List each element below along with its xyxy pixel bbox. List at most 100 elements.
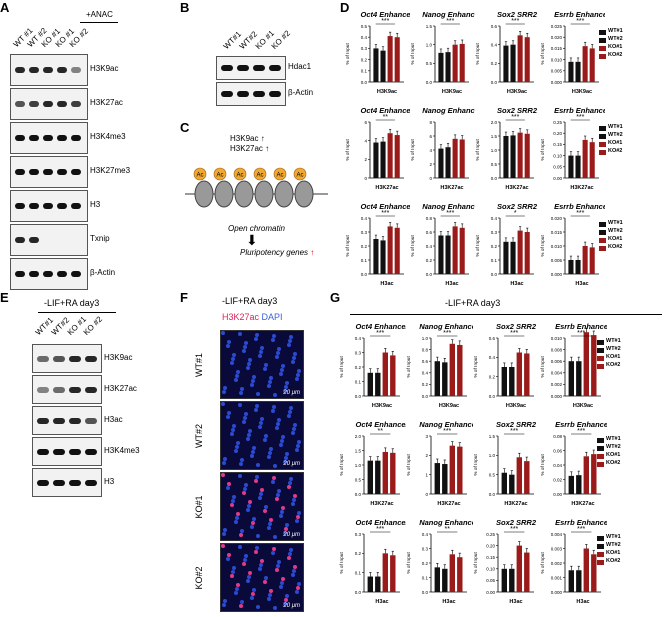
band xyxy=(53,355,65,362)
y-tick-label: 0.8 xyxy=(426,216,433,221)
nucleus-dot xyxy=(275,355,279,359)
nucleus-dot xyxy=(287,414,291,418)
legend-swatch xyxy=(599,134,606,139)
nucleus-dot xyxy=(256,605,260,609)
bar xyxy=(387,133,393,178)
chart: Sox2 SRR2 0.0 0.5 1.0 1.5 % of Input H3K27ac **… xyxy=(472,418,540,508)
bar xyxy=(373,142,379,178)
bar xyxy=(438,52,444,82)
band xyxy=(53,386,65,393)
band xyxy=(253,65,265,71)
nucleus-dot xyxy=(283,531,287,535)
y-tick-label: 6 xyxy=(429,134,432,139)
sig-stars: *** xyxy=(510,330,518,337)
nucleus-dot xyxy=(248,571,252,575)
blot-label: β-Actin xyxy=(90,268,116,277)
nucleus-dot xyxy=(272,547,276,551)
bar xyxy=(582,46,588,82)
nucleus-dot xyxy=(291,573,295,577)
nucleus-dot xyxy=(242,349,246,353)
band xyxy=(221,65,233,71)
nucleus-dot xyxy=(297,369,301,373)
nucleosome xyxy=(214,180,234,208)
chart: Esrrb Enhancer 0.000 0.005 0.010 0.015 0.020%… xyxy=(539,200,605,288)
bar xyxy=(517,35,523,82)
bar xyxy=(442,568,448,592)
bar xyxy=(576,570,582,592)
chart: Sox2 SRR2 0.0 0.2 0.4 0.6 % of Input H3K9ac *** xyxy=(472,320,540,410)
nucleus-dot xyxy=(283,389,287,393)
y-axis-label: % of Input xyxy=(540,139,546,161)
nucleus-dot xyxy=(297,511,301,515)
x-axis-label: H3K9ac xyxy=(439,403,459,409)
band xyxy=(37,448,49,455)
bar xyxy=(510,135,516,178)
bar xyxy=(390,555,396,592)
nucleus-dot xyxy=(283,602,287,606)
band xyxy=(43,203,53,209)
nucleus-dot xyxy=(281,364,285,368)
band xyxy=(57,135,67,141)
chart-title: Esrrb Enhancer xyxy=(555,420,607,429)
legend-swatch xyxy=(597,446,604,451)
band xyxy=(37,355,49,362)
chart-title: Oct4 Enhancer xyxy=(361,10,410,19)
nucleus-dot xyxy=(236,583,240,587)
nucleus-dot xyxy=(244,483,248,487)
nucleus-dot xyxy=(244,341,248,345)
blot-strip xyxy=(10,88,88,120)
bar xyxy=(501,568,507,592)
band xyxy=(57,67,67,73)
y-axis-label: % of Input xyxy=(475,43,481,65)
y-tick-label: 0.010 xyxy=(551,57,563,62)
bar-chart: Sox2 SRR2 0.0 0.2 0.4 0.6 % of Input H3K9ac *** xyxy=(475,10,538,95)
chart-title: Esrrb Enhancer xyxy=(554,10,605,19)
y-tick-label: 0.4 xyxy=(361,216,368,221)
chart: Esrrb Enhancer 0.000 0.001 0.002 0.003 0.004%… xyxy=(539,516,607,606)
y-tick-label: 0.0 xyxy=(489,394,496,399)
blot-label: H3K4me3 xyxy=(90,132,126,141)
bar xyxy=(503,136,509,178)
nucleus-dot xyxy=(264,434,268,438)
y-tick-label: 0.020 xyxy=(551,216,563,221)
y-tick-label: 0 xyxy=(429,176,432,181)
y-tick-label: 0.0 xyxy=(422,590,429,595)
legend-swatch xyxy=(597,454,604,459)
nucleosome xyxy=(194,180,214,208)
nucleus-dot xyxy=(287,485,291,489)
row-label: KO#2 xyxy=(194,566,204,590)
bar xyxy=(568,155,574,178)
nucleus-dot xyxy=(230,361,234,365)
y-axis-label: % of Input xyxy=(339,552,345,574)
nucleus-dot xyxy=(264,505,268,509)
bar-chart: Esrrb Enhancer 0.000 0.001 0.002 0.003 0.004%… xyxy=(540,518,607,605)
nucleus-dot xyxy=(243,345,247,349)
scale-bar: 20 μm xyxy=(283,532,300,538)
nucleus-dot xyxy=(296,373,300,377)
blot-label: H3 xyxy=(90,200,101,209)
nucleus-dot xyxy=(295,377,299,381)
bar xyxy=(452,138,458,178)
bar xyxy=(438,148,444,178)
chart-title: Nanog Enhancer xyxy=(422,202,475,211)
y-tick-label: 0.2 xyxy=(361,57,368,62)
band xyxy=(37,417,49,424)
nucleus-dot xyxy=(221,402,225,406)
bar xyxy=(516,545,522,592)
x-axis-label: H3ac xyxy=(445,281,458,287)
y-tick-label: 0.4 xyxy=(491,216,498,221)
y-tick-label: 0.010 xyxy=(551,244,563,249)
y-tick-label: 0.4 xyxy=(426,244,433,249)
acetyl-circle xyxy=(193,167,207,181)
nucleus-dot xyxy=(263,438,267,442)
bar xyxy=(445,235,451,274)
nucleus-dot xyxy=(242,491,246,495)
nucleus-dot xyxy=(226,486,230,490)
band xyxy=(71,67,81,73)
band xyxy=(43,271,53,277)
nucleus-dot xyxy=(256,534,260,538)
nucleus-dot xyxy=(230,432,234,436)
bar xyxy=(583,548,589,592)
nucleus-dot xyxy=(269,589,273,593)
y-tick-label: 0.0 xyxy=(355,590,362,595)
